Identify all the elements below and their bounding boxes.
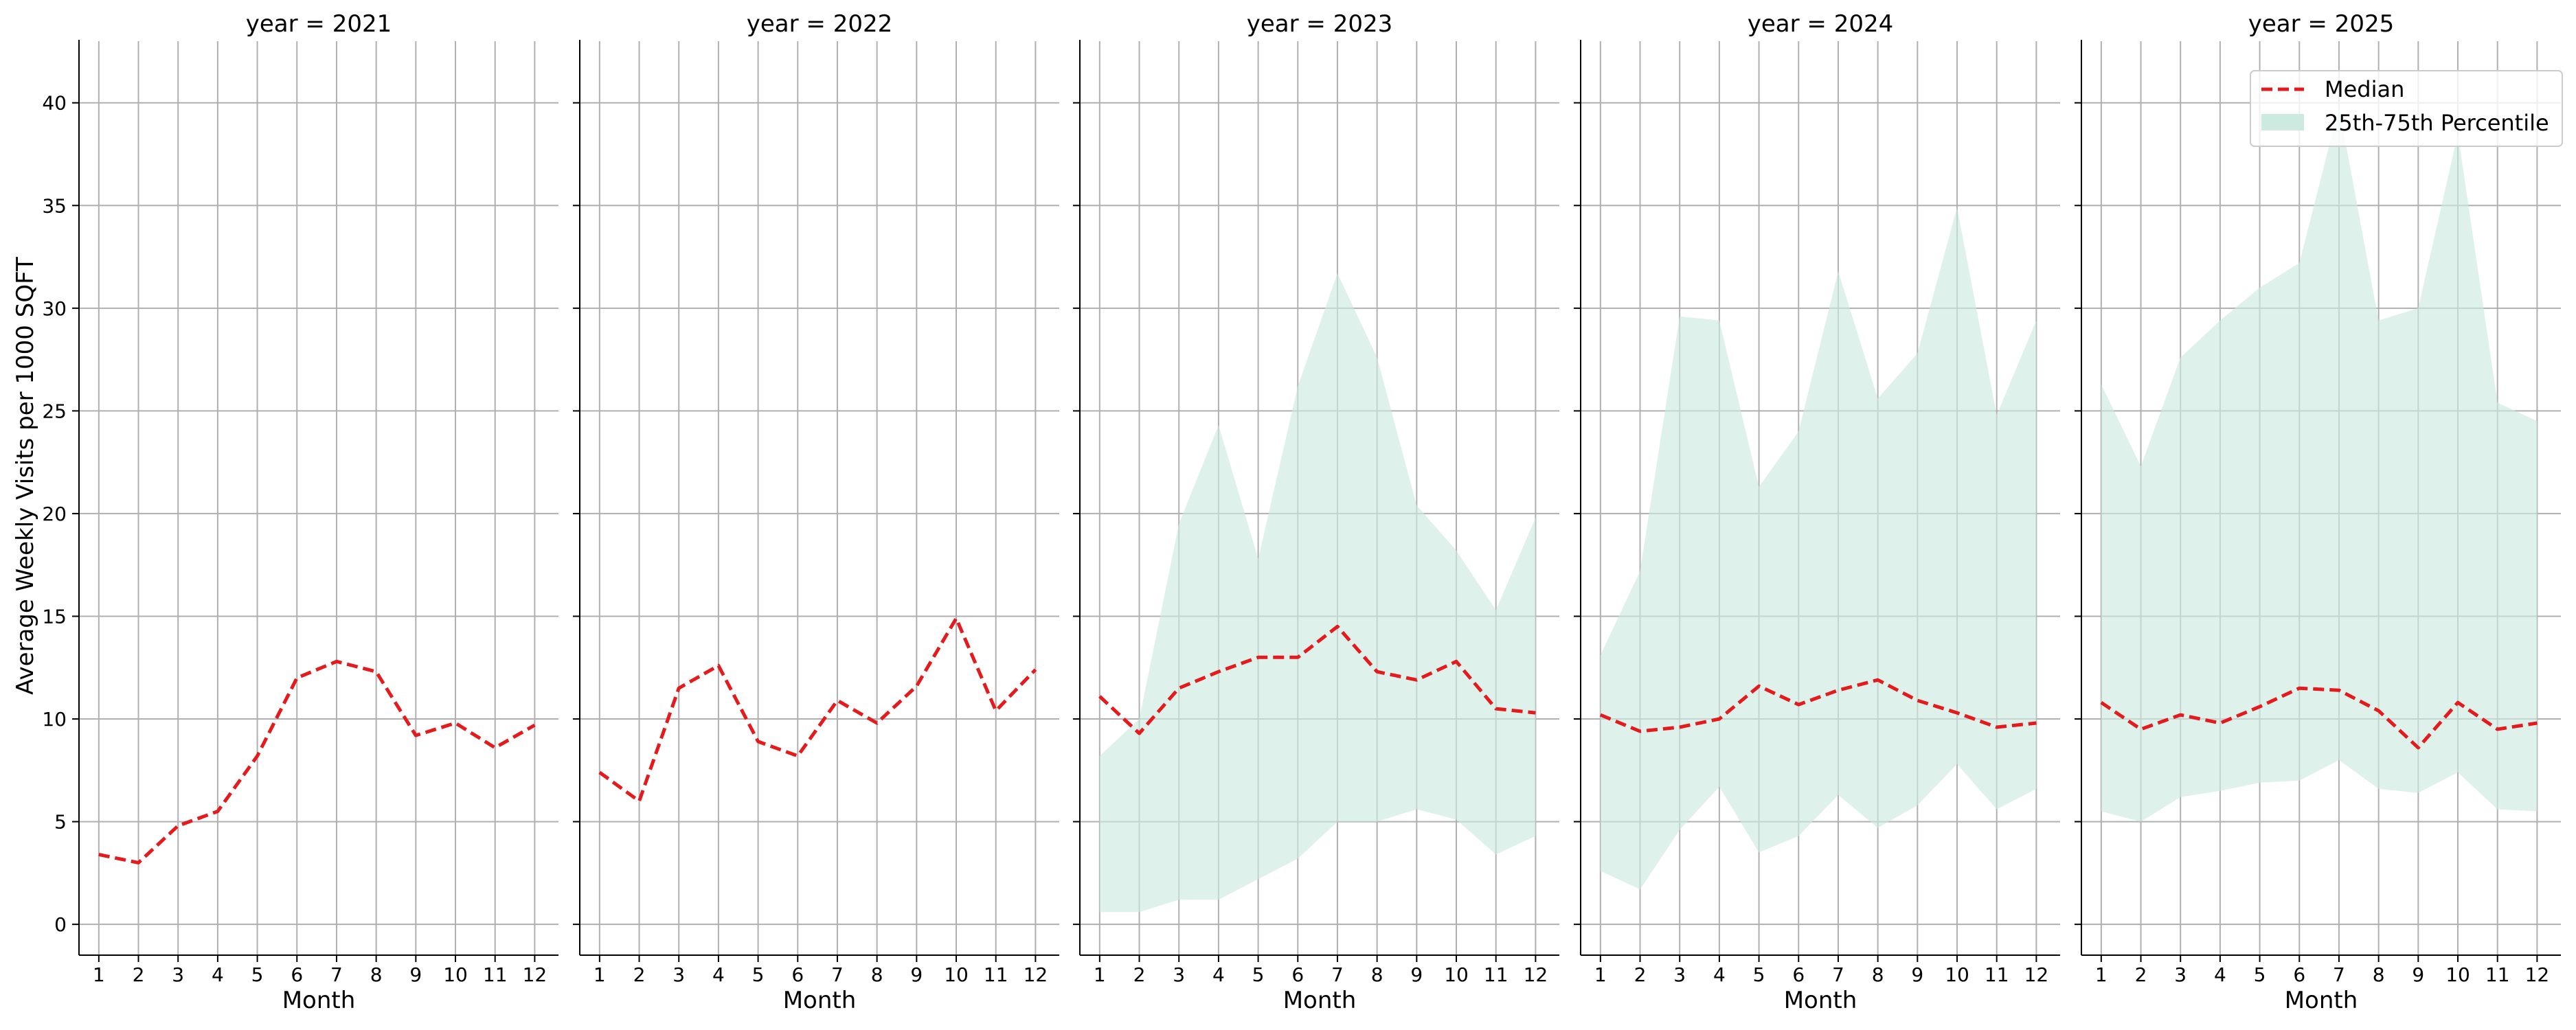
y-tick-label: 35 — [42, 194, 67, 217]
x-tick-label: 1 — [594, 963, 606, 986]
x-tick-label: 6 — [791, 963, 804, 986]
y-tick-label: 5 — [54, 811, 67, 834]
panel-title: year = 2023 — [1247, 10, 1392, 38]
x-tick-label: 10 — [1945, 963, 1969, 986]
x-tick-label: 10 — [443, 963, 468, 986]
x-tick-label: 4 — [712, 963, 725, 986]
median-line — [1098, 624, 1536, 735]
x-tick-label: 11 — [2485, 963, 2510, 986]
y-axis-label: Average Weekly Visits per 1000 SQFT — [12, 257, 39, 695]
x-tick-label: 7 — [831, 963, 844, 986]
panel-title: year = 2021 — [246, 10, 392, 38]
x-tick-label: 3 — [172, 963, 184, 986]
x-axis-label: Month — [282, 987, 356, 1014]
x-axis-label: Month — [1283, 987, 1357, 1014]
legend-band-label: 25th-75th Percentile — [2325, 110, 2549, 136]
percentile-band-layer — [1099, 106, 2538, 913]
x-tick-label: 3 — [673, 963, 685, 986]
x-axis-label: Month — [783, 987, 857, 1014]
x-tick-label: 7 — [1331, 963, 1344, 986]
legend: Median 25th-75th Percentile — [2250, 70, 2563, 147]
legend-band-swatch — [2261, 114, 2304, 130]
y-tick-label: 10 — [42, 708, 67, 731]
x-tick-label: 8 — [2373, 963, 2385, 986]
x-tick-label: 12 — [2525, 963, 2550, 986]
x-tick-label: 1 — [93, 963, 105, 986]
x-tick-label: 2 — [633, 963, 646, 986]
percentile-band — [1099, 273, 1536, 913]
x-tick-label: 5 — [752, 963, 765, 986]
x-tick-label: 5 — [251, 963, 264, 986]
percentile-band — [1600, 207, 2037, 890]
percentile-band — [2101, 106, 2538, 822]
x-tick-label: 5 — [2254, 963, 2266, 986]
x-tick-label: 10 — [2445, 963, 2470, 986]
y-tick-label: 15 — [42, 605, 67, 628]
x-tick-label: 3 — [1673, 963, 1686, 986]
x-tick-label: 11 — [984, 963, 1008, 986]
x-axis-label: Month — [1784, 987, 1857, 1014]
x-tick-label: 9 — [910, 963, 923, 986]
x-tick-label: 2 — [133, 963, 145, 986]
x-tick-label: 11 — [483, 963, 508, 986]
legend-median-label: Median — [2325, 76, 2404, 102]
x-tick-label: 11 — [1985, 963, 2009, 986]
x-tick-label: 12 — [1524, 963, 1548, 986]
x-tick-label: 11 — [1484, 963, 1509, 986]
x-tick-label: 10 — [944, 963, 969, 986]
x-tick-label: 8 — [1872, 963, 1884, 986]
x-tick-label: 4 — [212, 963, 224, 986]
x-tick-label: 12 — [2024, 963, 2049, 986]
median-line — [98, 659, 536, 865]
median-line — [598, 617, 1037, 803]
x-tick-label: 1 — [1094, 963, 1106, 986]
x-tick-label: 7 — [330, 963, 343, 986]
x-tick-label: 12 — [523, 963, 547, 986]
x-tick-label: 5 — [1753, 963, 1765, 986]
x-tick-label: 8 — [1371, 963, 1383, 986]
axes-layer — [72, 40, 2561, 962]
panel-title: year = 2024 — [1748, 10, 1893, 38]
x-tick-label: 2 — [2135, 963, 2147, 986]
x-tick-label: 9 — [1410, 963, 1423, 986]
x-tick-label: 3 — [1173, 963, 1185, 986]
x-tick-label: 7 — [2333, 963, 2345, 986]
y-tick-label: 30 — [42, 297, 67, 320]
x-tick-label: 12 — [1024, 963, 1048, 986]
x-tick-label: 8 — [370, 963, 383, 986]
x-tick-label: 6 — [2293, 963, 2305, 986]
x-tick-label: 4 — [2214, 963, 2226, 986]
x-tick-label: 10 — [1444, 963, 1469, 986]
y-tick-label: 25 — [42, 400, 67, 422]
x-tick-label: 9 — [409, 963, 422, 986]
x-tick-label: 9 — [2412, 963, 2424, 986]
x-tick-label: 2 — [1133, 963, 1146, 986]
panel-title: year = 2025 — [2248, 10, 2394, 38]
median-line — [2100, 686, 2538, 750]
x-tick-label: 5 — [1252, 963, 1265, 986]
x-axis-label: Month — [2285, 987, 2358, 1014]
x-tick-label: 1 — [1594, 963, 1607, 986]
y-tick-label: 40 — [42, 92, 67, 115]
median-line-layer — [98, 617, 2538, 865]
x-tick-label: 8 — [871, 963, 883, 986]
x-tick-label: 1 — [2095, 963, 2108, 986]
x-tick-label: 4 — [1713, 963, 1726, 986]
legend-frame — [2250, 70, 2563, 147]
x-tick-label: 6 — [291, 963, 303, 986]
y-tick-label: 0 — [54, 913, 67, 936]
median-line — [1599, 678, 2037, 733]
x-tick-label: 6 — [1792, 963, 1805, 986]
panel-title: year = 2022 — [747, 10, 892, 38]
x-tick-label: 7 — [1832, 963, 1844, 986]
y-tick-label: 20 — [42, 503, 67, 525]
x-tick-label: 3 — [2174, 963, 2187, 986]
x-tick-label: 2 — [1634, 963, 1647, 986]
x-tick-label: 4 — [1212, 963, 1225, 986]
x-tick-label: 6 — [1291, 963, 1304, 986]
x-tick-label: 9 — [1911, 963, 1923, 986]
